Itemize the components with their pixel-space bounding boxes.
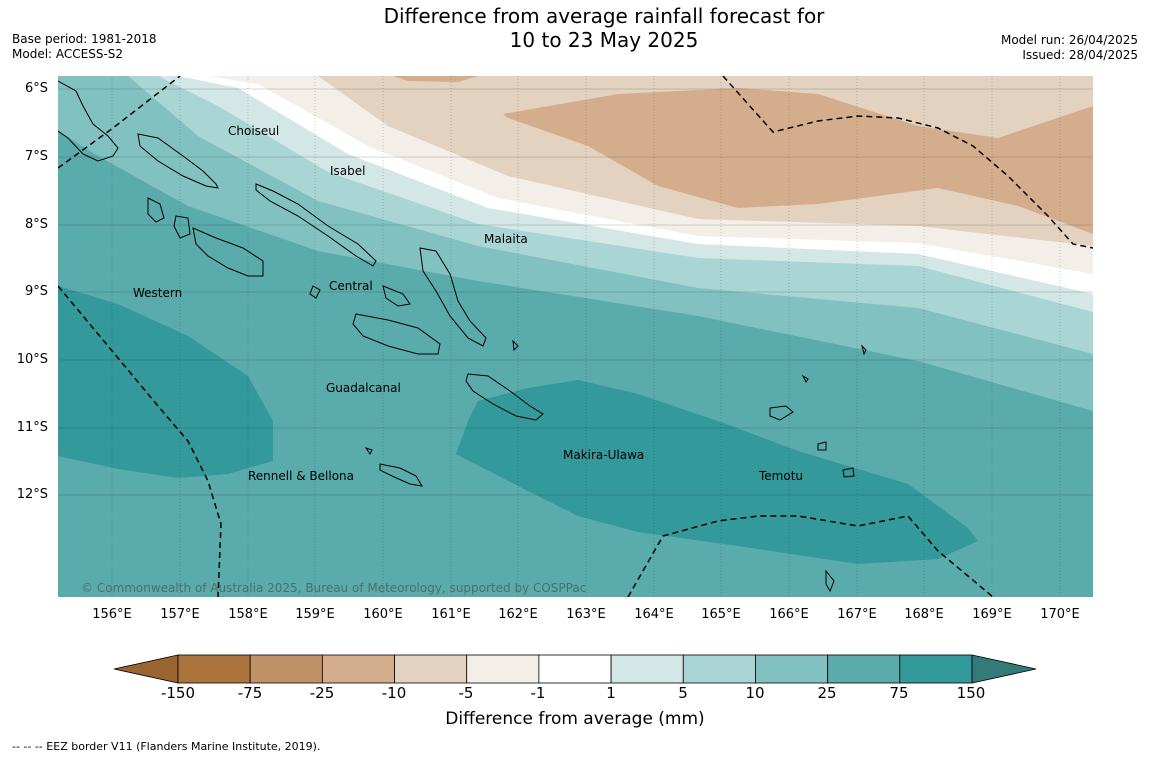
colorbar-title: Difference from average (mm) <box>445 709 705 729</box>
colorbar-tick: 25 <box>817 684 837 702</box>
copyright-notice: © Commonwealth of Australia 2025, Bureau… <box>81 581 587 595</box>
colorbar-tick: 150 <box>956 684 986 702</box>
lon-label-158e: 158°E <box>228 607 268 622</box>
lon-label-168e: 168°E <box>904 607 944 622</box>
issued-date: Issued: 28/04/2025 <box>1022 48 1138 62</box>
place-guadalcanal: Guadalcanal <box>326 381 401 395</box>
colorbar-segment <box>682 654 756 684</box>
ulawa-coast <box>512 339 519 352</box>
lon-label-163e: 163°E <box>566 607 606 622</box>
lon-label-159e: 159°E <box>295 607 335 622</box>
colorbar-segment <box>755 654 829 684</box>
lon-label-170e: 170°E <box>1040 607 1080 622</box>
place-makira-ulawa: Makira-Ulawa <box>563 448 645 462</box>
lon-label-164e: 164°E <box>634 607 674 622</box>
santa-cruz-coast <box>769 405 794 421</box>
lon-label-157e: 157°E <box>160 607 200 622</box>
lon-label-169e: 169°E <box>972 607 1012 622</box>
lat-label-12s: 12°S <box>16 487 48 502</box>
rainfall-map <box>58 76 1093 597</box>
colorbar-tick: -25 <box>309 684 335 702</box>
place-temotu: Temotu <box>759 469 804 483</box>
colorbar-segment <box>610 654 684 684</box>
lat-gridlines <box>58 88 1093 496</box>
russell-coast <box>309 285 321 299</box>
band-75-150-west <box>58 286 273 478</box>
colorbar-segment <box>899 654 973 684</box>
lat-label-11s: 11°S <box>16 420 48 435</box>
title-line-2: 10 to 23 May 2025 <box>509 28 699 52</box>
model-run: Model run: 26/04/2025 <box>1000 33 1138 47</box>
colorbar-tick: 75 <box>889 684 909 702</box>
place-malaita: Malaita <box>484 232 528 246</box>
title-line-1: Difference from average rainfall forecas… <box>383 4 825 28</box>
colorbar-segment <box>249 654 323 684</box>
lon-label-162e: 162°E <box>498 607 538 622</box>
place-central: Central <box>329 279 373 293</box>
florida-coast <box>382 285 411 307</box>
colorbar-over-arrow <box>971 654 1037 684</box>
lon-label-165e: 165°E <box>701 607 741 622</box>
bellona-coast <box>364 447 373 455</box>
band-75-150-east <box>456 380 978 564</box>
duff-islands-coast <box>861 344 867 356</box>
guadalcanal-coast <box>352 313 441 355</box>
lon-label-167e: 167°E <box>837 607 877 622</box>
colorbar-segment <box>177 654 251 684</box>
colorbar-segments <box>177 654 973 684</box>
lat-label-6s: 6°S <box>24 81 48 96</box>
colorbar-tick: -5 <box>458 684 474 702</box>
colorbar-segment <box>466 654 540 684</box>
isabel-coast <box>255 183 377 267</box>
lon-label-156e: 156°E <box>92 607 132 622</box>
colorbar-segment <box>321 654 395 684</box>
tinakula-coast <box>817 441 827 451</box>
choiseul-coast <box>137 133 219 189</box>
utupua-coast <box>842 467 855 478</box>
colorbar-tick: -10 <box>381 684 407 702</box>
lat-label-8s: 8°S <box>24 217 48 232</box>
lat-label-7s: 7°S <box>24 149 48 164</box>
lat-label-10s: 10°S <box>16 352 48 367</box>
colorbar-under-arrow <box>113 654 179 684</box>
colorbar <box>113 654 1037 684</box>
reef-islands-coast <box>801 374 809 383</box>
place-isabel: Isabel <box>330 164 366 178</box>
colorbar-tick: 10 <box>745 684 765 702</box>
eez-footnote: -- -- -- EEZ border V11 (Flanders Marine… <box>12 740 321 753</box>
coastlines <box>58 80 867 593</box>
place-western: Western <box>133 286 183 300</box>
colorbar-segment <box>394 654 468 684</box>
colorbar-tick: 5 <box>678 684 688 702</box>
colorbar-tick: -150 <box>160 684 196 702</box>
new-georgia-coast <box>192 227 264 277</box>
place-rennell-bellona: Rennell & Bellona <box>248 469 355 483</box>
band-neg-10-25 <box>503 88 1093 234</box>
lon-label-166e: 166°E <box>769 607 809 622</box>
rennell-coast <box>379 463 423 487</box>
kolombangara-coast <box>173 215 191 239</box>
colorbar-segment <box>827 654 901 684</box>
place-choiseul: Choiseul <box>228 124 280 138</box>
model-name: Model: ACCESS-S2 <box>12 47 124 61</box>
bougainville-coast <box>58 80 119 162</box>
lon-label-160e: 160°E <box>363 607 403 622</box>
colorbar-tick: -1 <box>530 684 546 702</box>
vella-lavella-coast <box>147 197 165 223</box>
colorbar-tick: 1 <box>606 684 616 702</box>
makira-coast <box>465 373 544 421</box>
malaita-coast <box>419 247 487 347</box>
anuta-coast <box>825 569 835 593</box>
colorbar-segment <box>538 654 612 684</box>
base-period: Base period: 1981-2018 <box>12 32 157 46</box>
eez-border <box>58 76 1093 597</box>
lat-label-9s: 9°S <box>24 284 48 299</box>
colorbar-tick: -75 <box>237 684 263 702</box>
lon-label-161e: 161°E <box>431 607 471 622</box>
